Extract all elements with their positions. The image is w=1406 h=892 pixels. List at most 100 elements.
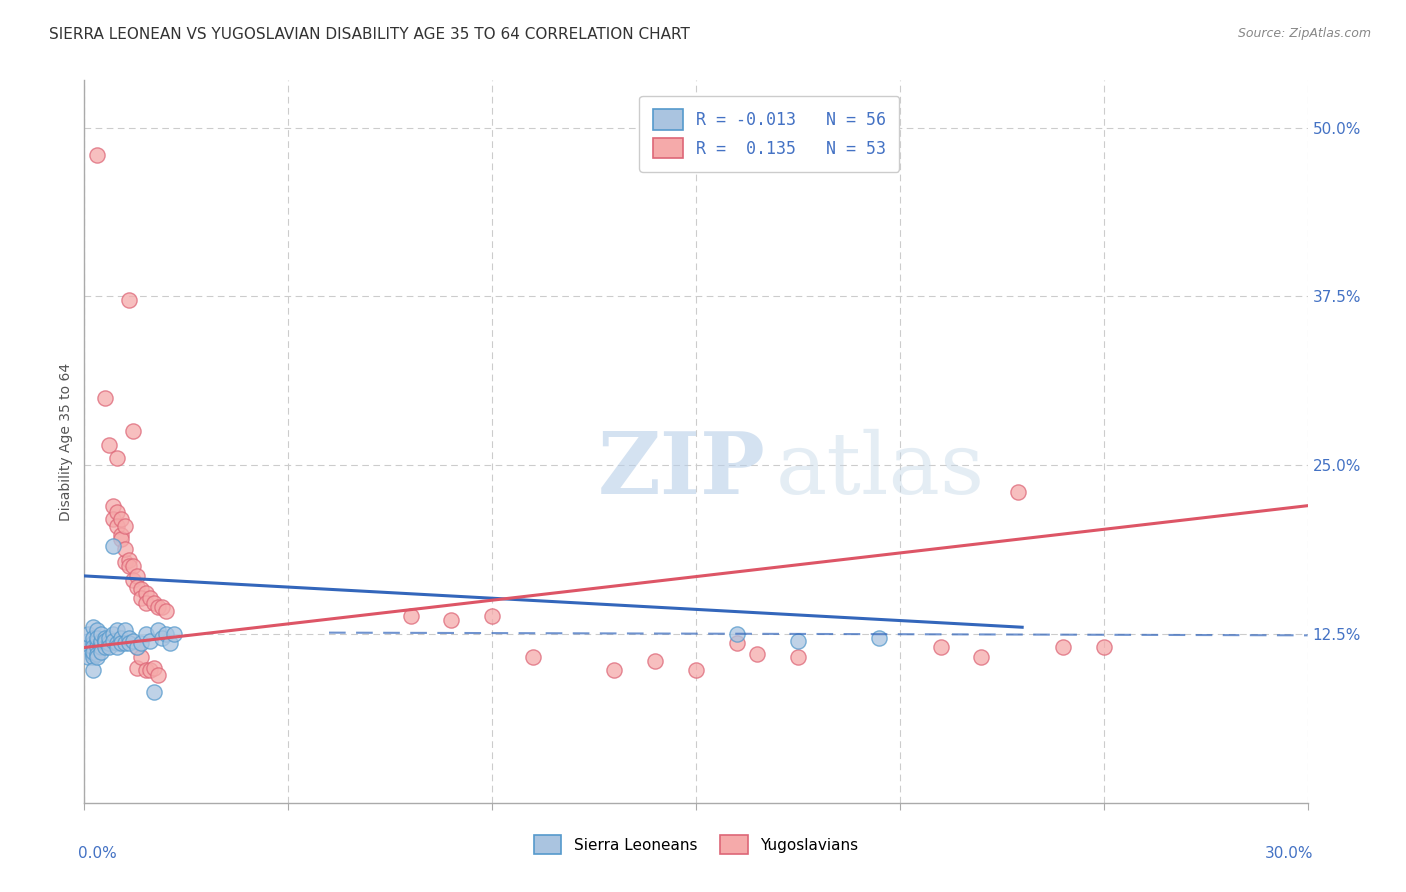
Point: [114, 623, 136, 637]
Point: [86, 633, 108, 648]
Text: 0.0%: 0.0%: [79, 847, 117, 861]
Point: [114, 541, 136, 556]
Point: [110, 533, 132, 547]
Point: [101, 627, 124, 641]
Point: [787, 633, 810, 648]
Text: 30.0%: 30.0%: [1265, 847, 1313, 861]
Point: [135, 586, 157, 600]
Point: [82, 647, 104, 661]
Point: [90, 636, 112, 650]
Point: [131, 591, 153, 605]
Point: [77, 633, 100, 648]
Point: [159, 636, 181, 650]
Text: SIERRA LEONEAN VS YUGOSLAVIAN DISABILITY AGE 35 TO 64 CORRELATION CHART: SIERRA LEONEAN VS YUGOSLAVIAN DISABILITY…: [49, 27, 690, 42]
Point: [747, 647, 769, 661]
Point: [82, 664, 104, 678]
Point: [603, 664, 626, 678]
Point: [970, 649, 993, 664]
Point: [146, 623, 169, 637]
Point: [131, 649, 153, 664]
Point: [127, 640, 149, 655]
Point: [522, 649, 544, 664]
Point: [93, 631, 115, 645]
Point: [105, 519, 128, 533]
Point: [138, 591, 160, 605]
Point: [82, 620, 104, 634]
Point: [163, 627, 186, 641]
Point: [118, 636, 141, 650]
Point: [86, 640, 108, 655]
Point: [142, 685, 165, 699]
Point: [725, 636, 748, 650]
Point: [97, 438, 120, 452]
Text: ZIP: ZIP: [598, 428, 766, 512]
Point: [127, 580, 149, 594]
Point: [127, 569, 149, 583]
Point: [644, 654, 666, 668]
Point: [114, 556, 136, 570]
Point: [118, 293, 141, 308]
Point: [155, 604, 177, 618]
Point: [131, 636, 153, 650]
Point: [82, 649, 104, 664]
Point: [440, 614, 463, 628]
Point: [138, 664, 160, 678]
Point: [135, 664, 157, 678]
Point: [77, 649, 100, 664]
Point: [93, 640, 115, 655]
Point: [146, 667, 169, 681]
Point: [114, 519, 136, 533]
Point: [127, 640, 149, 655]
Point: [725, 627, 748, 641]
Point: [146, 599, 169, 614]
Point: [787, 649, 810, 664]
Point: [90, 633, 112, 648]
Legend: Sierra Leoneans, Yugoslavians: Sierra Leoneans, Yugoslavians: [527, 830, 865, 860]
Text: atlas: atlas: [776, 429, 984, 512]
Point: [97, 640, 120, 655]
Y-axis label: Disability Age 35 to 64: Disability Age 35 to 64: [59, 362, 73, 521]
Point: [86, 647, 108, 661]
Point: [131, 582, 153, 597]
Point: [93, 633, 115, 648]
Point: [399, 609, 422, 624]
Point: [150, 599, 173, 614]
Point: [110, 636, 132, 650]
Point: [110, 528, 132, 542]
Point: [122, 425, 145, 439]
Point: [110, 631, 132, 645]
Point: [929, 640, 952, 655]
Point: [86, 623, 108, 637]
Point: [138, 633, 160, 648]
Point: [82, 631, 104, 645]
Point: [127, 661, 149, 675]
Text: Source: ZipAtlas.com: Source: ZipAtlas.com: [1237, 27, 1371, 40]
Point: [150, 631, 173, 645]
Point: [105, 636, 128, 650]
Point: [86, 631, 108, 645]
Point: [90, 640, 112, 655]
Point: [101, 499, 124, 513]
Point: [135, 596, 157, 610]
Point: [142, 596, 165, 610]
Point: [1007, 485, 1029, 500]
Point: [82, 640, 104, 655]
Point: [82, 644, 104, 658]
Point: [118, 559, 141, 574]
Point: [90, 627, 112, 641]
Point: [93, 636, 115, 650]
Point: [869, 631, 891, 645]
Point: [93, 391, 115, 405]
Point: [105, 505, 128, 519]
Point: [481, 609, 503, 624]
Point: [101, 633, 124, 648]
Point: [110, 512, 132, 526]
Point: [101, 539, 124, 553]
Point: [77, 640, 100, 655]
Point: [685, 664, 707, 678]
Point: [122, 573, 145, 587]
Point: [105, 451, 128, 466]
Point: [1092, 640, 1115, 655]
Point: [86, 147, 108, 161]
Point: [1052, 640, 1074, 655]
